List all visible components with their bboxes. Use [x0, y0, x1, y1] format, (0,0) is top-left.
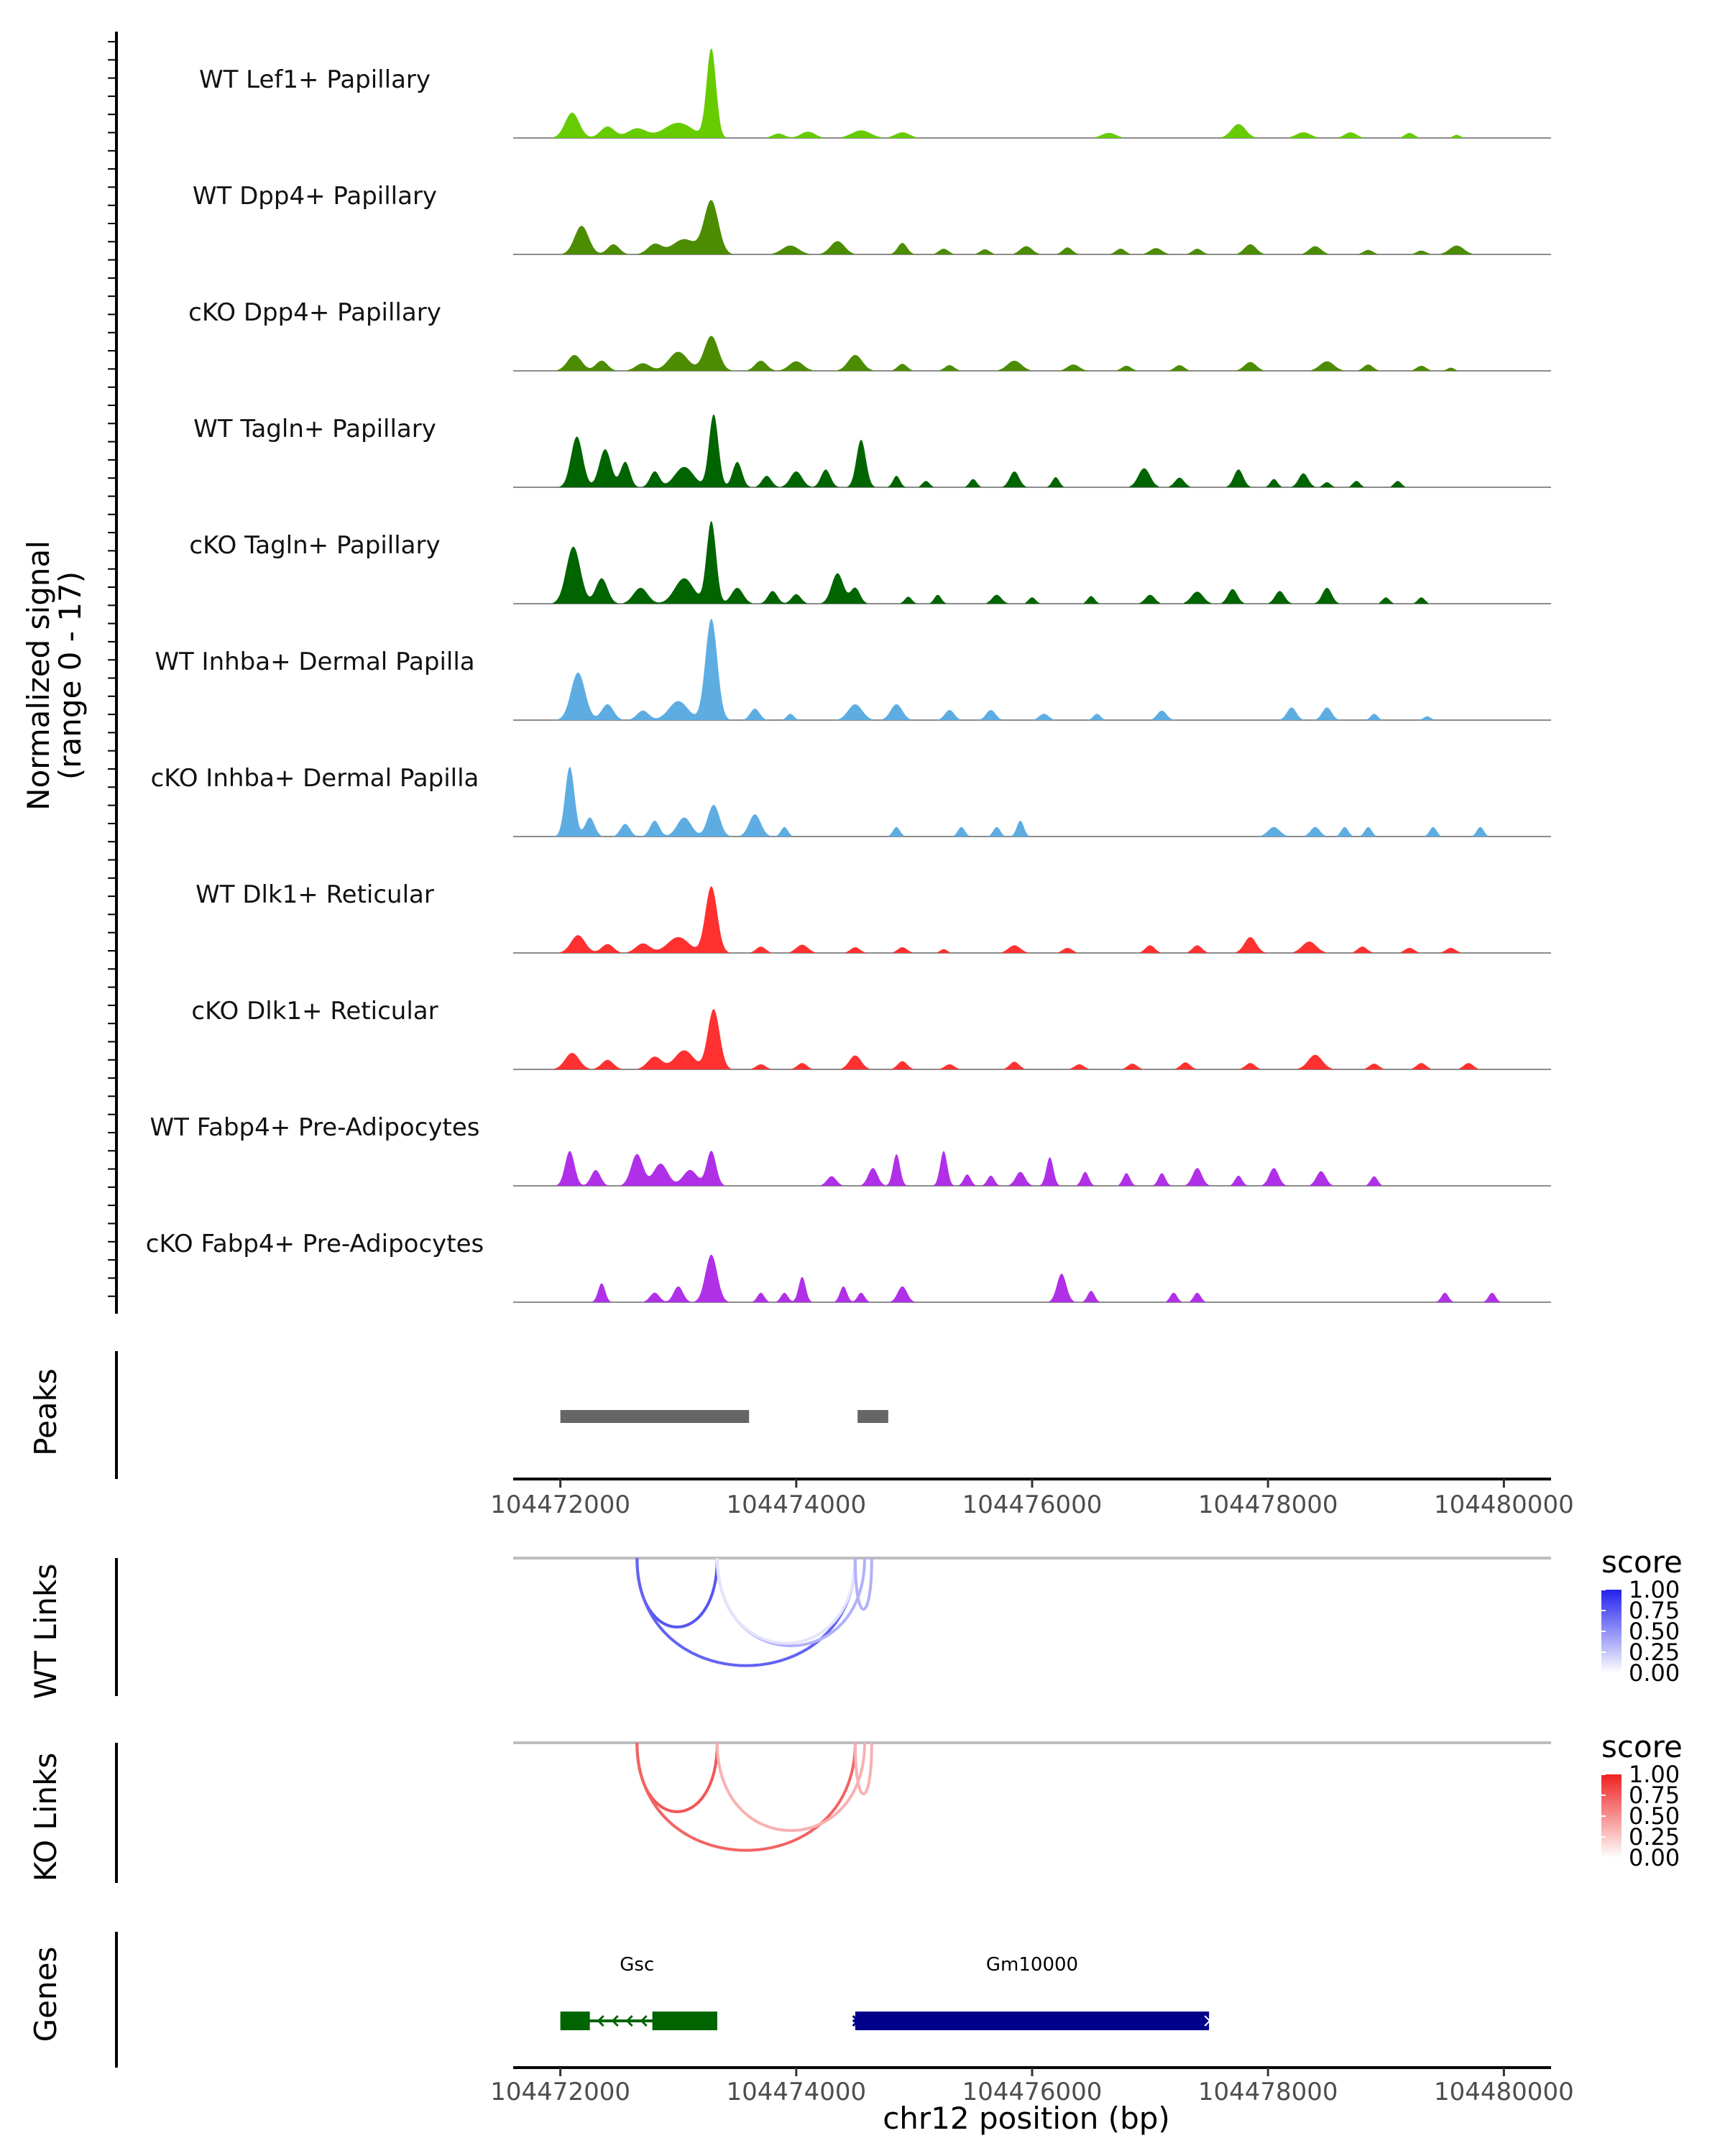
x-axis-tick-label: 104476000 [962, 1491, 1103, 1519]
coverage-y-axis-label-range: (range 0 - 17) [52, 571, 88, 780]
track-label: WT Lef1+ Papillary [199, 65, 431, 94]
legend-tick-label: 0.75 [1629, 1597, 1680, 1624]
track-label: cKO Dlk1+ Reticular [191, 997, 438, 1026]
link-arc [635, 1742, 857, 1852]
strand-arrow [640, 2014, 648, 2027]
legend-tick-label: 0.00 [1629, 1659, 1680, 1687]
gene: Gm10000 [852, 1954, 1211, 2030]
coverage-track: cKO Dpp4+ Papillary [188, 298, 1551, 372]
track-label: cKO Inhba+ Dermal Papilla [151, 764, 479, 793]
coverage-track: cKO Tagln+ Papillary [189, 520, 1551, 604]
legend-tick-label: 0.00 [1629, 1844, 1680, 1871]
track-label: WT Dlk1+ Reticular [196, 880, 434, 909]
coverage-track: WT Tagln+ Papillary [193, 414, 1551, 488]
x-axis-tick-label: 104474000 [726, 1491, 866, 1519]
x-axis-tick-label: 104472000 [490, 1491, 630, 1519]
coverage-signal-area [556, 618, 1438, 720]
link-arc [853, 1742, 873, 1795]
link-arc [635, 1557, 857, 1667]
legend-tick-label: 0.50 [1629, 1618, 1680, 1645]
legend-tick-label: 0.25 [1629, 1823, 1680, 1851]
coverage-signal-area [559, 414, 1409, 487]
track-label: WT Inhba+ Dermal Papilla [155, 648, 474, 676]
link-arc [853, 1557, 873, 1611]
peak-region [560, 1410, 750, 1423]
coverage-signal-area [551, 1009, 1483, 1069]
coverage-signal-area [552, 520, 1432, 604]
x-axis-tick-label: 104472000 [490, 2078, 630, 2106]
x-axis-label: chr12 position (bp) [883, 2101, 1170, 2136]
coverage-track: WT Inhba+ Dermal Papilla [155, 618, 1551, 721]
x-axis-tick-label: 104478000 [1198, 2078, 1338, 2106]
track-label: WT Fabp4+ Pre-Adipocytes [150, 1113, 480, 1142]
x-axis-tick-label: 104474000 [726, 2078, 866, 2106]
legend-tick-label: 0.50 [1629, 1802, 1680, 1830]
coverage-y-axis [108, 32, 118, 1314]
peaks-panel [115, 1351, 888, 1479]
coverage-signal-area [551, 48, 1468, 138]
coverage-y-axis-label: Normalized signal [21, 540, 56, 811]
coverage-track: cKO Fabp4+ Pre-Adipocytes [146, 1230, 1551, 1303]
strand-arrow [1204, 2015, 1211, 2027]
track-label: WT Dpp4+ Papillary [193, 182, 437, 211]
genes-panel-label: Genes [28, 1947, 63, 2042]
links-panel-label: WT Links [28, 1564, 63, 1699]
peaks-panel-label: Peaks [28, 1368, 63, 1456]
link-arc [635, 1557, 719, 1628]
gene-name-label: Gsc [620, 1954, 654, 1976]
gene-exon [855, 2012, 1210, 2030]
strand-arrow [597, 2014, 604, 2027]
coverage-signal-area [556, 1151, 1385, 1186]
coverage-signal-area [556, 766, 1491, 837]
gene-exon [560, 2012, 590, 2030]
coverage-signal-area [591, 1255, 1503, 1302]
x-axis-tick-label: 104476000 [962, 2078, 1103, 2106]
x-axis-top: 104472000 104474000 104476000 104478000 1044… [490, 1478, 1574, 1519]
link-arc [635, 1742, 719, 1813]
coverage-signal-area [560, 200, 1478, 254]
legend-title: score [1601, 1729, 1683, 1764]
coverage-track: cKO Dlk1+ Reticular [191, 997, 1551, 1070]
link-arc [715, 1742, 866, 1833]
legend-tick-label: 0.75 [1629, 1782, 1680, 1809]
gene: Gsc [560, 1954, 717, 2030]
legend-tick-label: 1.00 [1629, 1761, 1680, 1788]
coverage-track: WT Dpp4+ Papillary [193, 182, 1551, 255]
legend-tick-label: 1.00 [1629, 1576, 1680, 1603]
gene-name-label: Gm10000 [986, 1954, 1078, 1976]
legend-tick-label: 0.25 [1629, 1639, 1680, 1666]
strand-arrow [852, 2014, 860, 2027]
coverage-track: WT Lef1+ Papillary [199, 48, 1551, 139]
coverage-track: WT Dlk1+ Reticular [196, 880, 1551, 954]
x-axis-tick-label: 104480000 [1434, 2078, 1574, 2106]
coverage-signal-area [556, 886, 1466, 953]
gene-exon [652, 2012, 717, 2030]
coverage-signal-area [553, 336, 1462, 371]
coverage-tracks: WT Lef1+ Papillary WT Dpp4+ Papillary cKO … [146, 48, 1551, 1303]
x-axis-tick-label: 104480000 [1434, 1491, 1574, 1519]
x-axis-tick-label: 104478000 [1198, 1491, 1338, 1519]
strand-arrow [625, 2014, 633, 2027]
peak-region [857, 1410, 888, 1423]
links-panel-label: KO Links [28, 1753, 63, 1882]
legend-title: score [1601, 1544, 1683, 1580]
track-label: cKO Fabp4+ Pre-Adipocytes [146, 1230, 484, 1258]
link-arc [715, 1557, 866, 1648]
coverage-track: WT Fabp4+ Pre-Adipocytes [150, 1113, 1551, 1187]
track-label: WT Tagln+ Papillary [193, 415, 436, 443]
track-label: cKO Dpp4+ Papillary [188, 298, 441, 327]
x-axis-bottom: 104472000 104474000 104476000 104478000 1044… [490, 2066, 1574, 2106]
coverage-track: cKO Inhba+ Dermal Papilla [151, 764, 1551, 837]
genes-panel: Gsc Gm10000 [115, 1932, 1211, 2068]
link-arc [715, 1557, 857, 1645]
track-label: cKO Tagln+ Papillary [189, 531, 440, 560]
strand-arrow [611, 2014, 619, 2027]
